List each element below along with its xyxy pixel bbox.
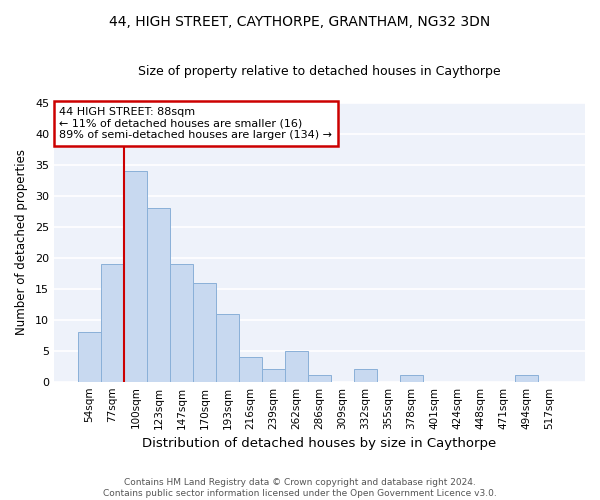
Bar — [262, 370, 285, 382]
Bar — [124, 171, 147, 382]
Text: Contains HM Land Registry data © Crown copyright and database right 2024.
Contai: Contains HM Land Registry data © Crown c… — [103, 478, 497, 498]
Text: 44, HIGH STREET, CAYTHORPE, GRANTHAM, NG32 3DN: 44, HIGH STREET, CAYTHORPE, GRANTHAM, NG… — [109, 15, 491, 29]
Bar — [354, 370, 377, 382]
Bar — [285, 350, 308, 382]
Bar — [101, 264, 124, 382]
X-axis label: Distribution of detached houses by size in Caythorpe: Distribution of detached houses by size … — [142, 437, 497, 450]
Title: Size of property relative to detached houses in Caythorpe: Size of property relative to detached ho… — [138, 65, 501, 78]
Bar — [216, 314, 239, 382]
Text: 44 HIGH STREET: 88sqm
← 11% of detached houses are smaller (16)
89% of semi-deta: 44 HIGH STREET: 88sqm ← 11% of detached … — [59, 107, 332, 140]
Bar — [147, 208, 170, 382]
Y-axis label: Number of detached properties: Number of detached properties — [15, 149, 28, 335]
Bar — [308, 376, 331, 382]
Bar — [170, 264, 193, 382]
Bar — [239, 357, 262, 382]
Bar — [400, 376, 423, 382]
Bar — [515, 376, 538, 382]
Bar — [78, 332, 101, 382]
Bar — [193, 282, 216, 382]
